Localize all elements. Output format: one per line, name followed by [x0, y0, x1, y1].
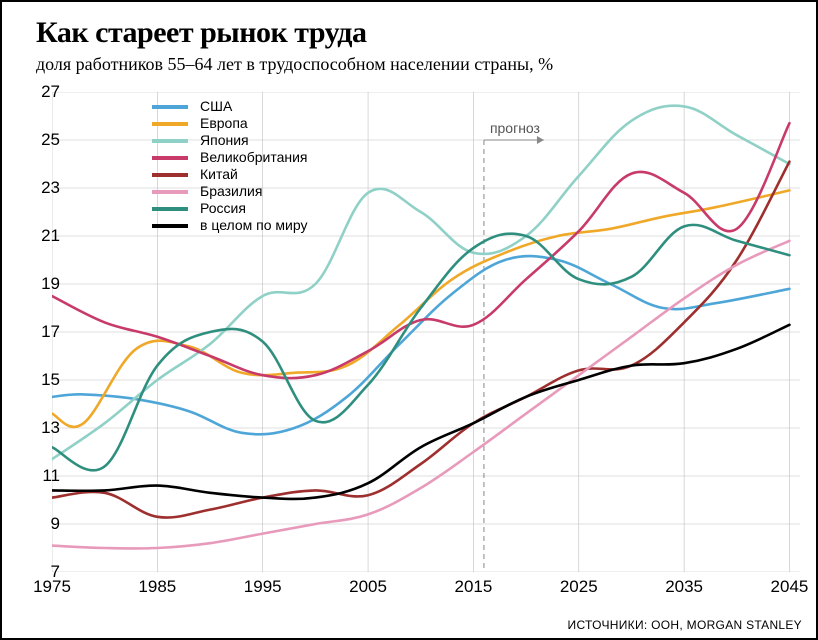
y-axis-tick: 21 [32, 226, 60, 246]
legend-label: Великобритания [200, 149, 308, 166]
x-axis-tick: 1985 [138, 577, 176, 597]
source-attribution: ИСТОЧНИКИ: ООН, MORGAN STANLEY [568, 618, 802, 632]
legend-item: Япония [152, 132, 308, 149]
legend-swatch [152, 190, 188, 194]
legend-swatch [152, 122, 188, 126]
x-axis-tick: 1975 [33, 577, 71, 597]
legend-swatch [152, 224, 188, 228]
y-axis-tick: 13 [32, 418, 60, 438]
legend-label: в целом по миру [200, 217, 307, 234]
chart-card: Как стареет рынок труда доля работников … [0, 0, 818, 640]
y-axis-tick: 25 [32, 130, 60, 150]
y-axis-tick: 15 [32, 370, 60, 390]
legend-item: в целом по миру [152, 217, 308, 234]
legend-label: США [200, 98, 232, 115]
x-axis-tick: 2015 [454, 577, 492, 597]
y-axis-tick: 23 [32, 178, 60, 198]
x-axis-tick: 2045 [771, 577, 809, 597]
x-axis-tick: 2005 [349, 577, 387, 597]
x-axis-tick: 1995 [244, 577, 282, 597]
chart-title: Как стареет рынок труда [36, 16, 366, 50]
chart-subtitle: доля работников 55–64 лет в трудоспособн… [36, 54, 553, 75]
legend-label: Бразилия [200, 183, 262, 200]
legend-item: Европа [152, 115, 308, 132]
forecast-label: прогноз [490, 120, 540, 136]
legend-swatch [152, 139, 188, 143]
legend-swatch [152, 207, 188, 211]
legend-item: Китай [152, 166, 308, 183]
legend-item: США [152, 98, 308, 115]
legend-swatch [152, 173, 188, 177]
legend-item: Великобритания [152, 149, 308, 166]
y-axis-tick: 19 [32, 274, 60, 294]
legend-item: Россия [152, 200, 308, 217]
legend-swatch [152, 105, 188, 109]
y-axis-tick: 17 [32, 322, 60, 342]
legend-label: Япония [200, 132, 249, 149]
y-axis-tick: 27 [32, 82, 60, 102]
y-axis-tick: 11 [32, 466, 60, 486]
legend-label: Китай [200, 166, 238, 183]
legend-item: Бразилия [152, 183, 308, 200]
x-axis-tick: 2035 [665, 577, 703, 597]
legend: СШАЕвропаЯпонияВеликобританияКитайБразил… [152, 98, 308, 234]
y-axis-tick: 9 [32, 514, 60, 534]
legend-label: Россия [200, 200, 246, 217]
legend-swatch [152, 156, 188, 160]
legend-label: Европа [200, 115, 248, 132]
x-axis-tick: 2025 [560, 577, 598, 597]
